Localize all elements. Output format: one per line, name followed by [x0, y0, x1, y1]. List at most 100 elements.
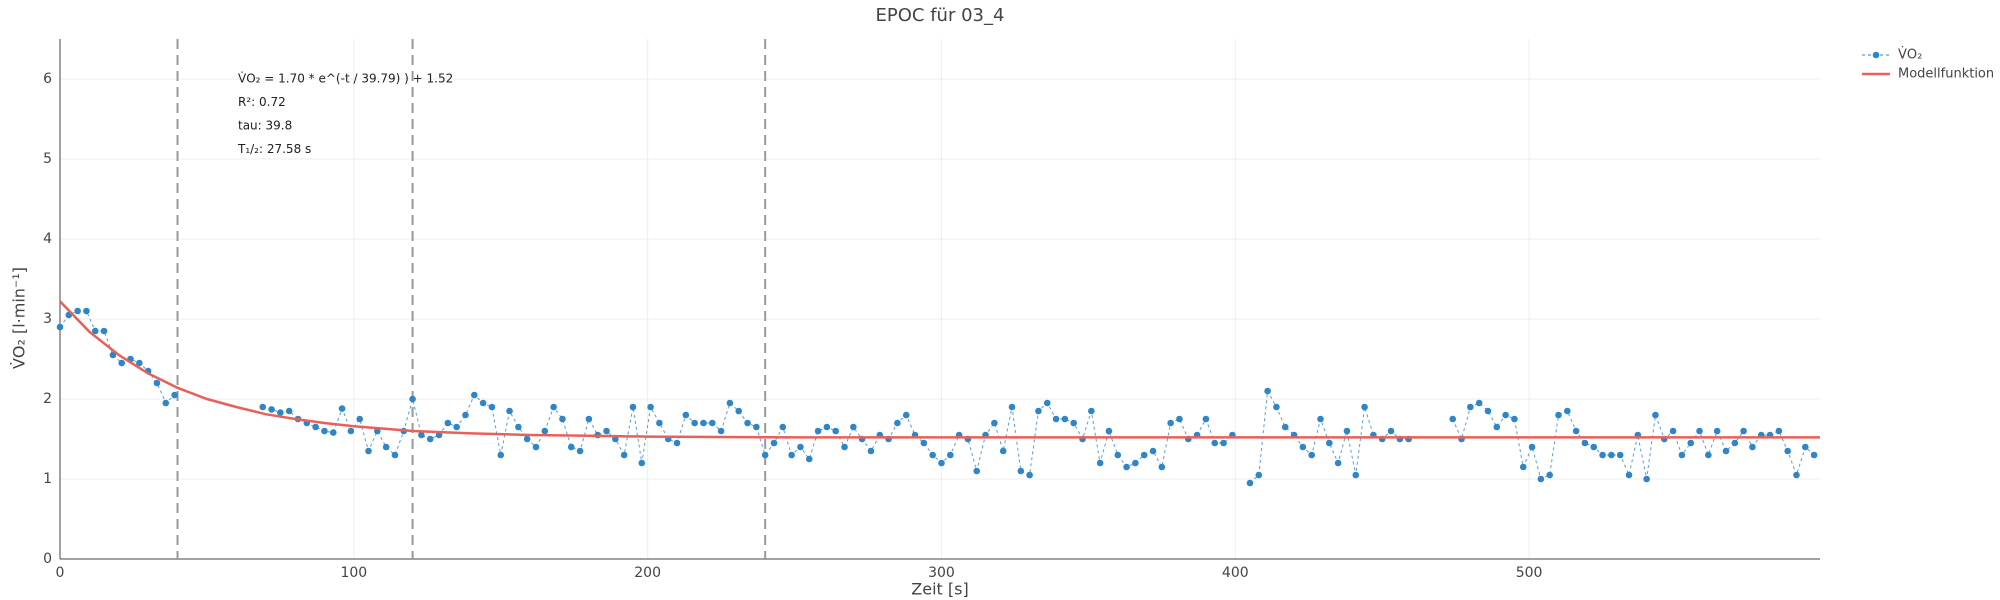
data-point: [1511, 415, 1518, 423]
data-point: [1361, 403, 1368, 411]
data-point: [1590, 443, 1598, 451]
data-point: [638, 459, 646, 467]
data-point: [682, 411, 690, 419]
data-point: [991, 419, 998, 427]
data-point: [444, 419, 452, 427]
data-point: [1211, 439, 1219, 447]
data-point: [717, 427, 725, 435]
data-point: [1696, 427, 1703, 435]
data-point: [1793, 471, 1800, 479]
data-point: [620, 451, 628, 459]
data-point: [1564, 407, 1571, 415]
legend-label: Modellfunktion: [1898, 67, 1994, 82]
data-point: [83, 307, 90, 315]
data-point: [1114, 451, 1122, 459]
data-point: [532, 443, 540, 451]
y-tick-label: 6: [43, 71, 52, 87]
data-point: [1652, 411, 1659, 419]
annotation: T₁/₂: 27.58 s: [237, 142, 311, 156]
data-point: [805, 455, 813, 463]
data-point: [1017, 467, 1025, 475]
data-point: [894, 419, 901, 427]
x-tick-label: 100: [340, 565, 367, 581]
data-point: [1123, 463, 1130, 471]
y-tick-label: 5: [43, 151, 52, 167]
data-point: [999, 447, 1007, 455]
data-point: [1326, 439, 1333, 447]
data-point: [753, 423, 760, 431]
data-point: [1035, 407, 1042, 415]
data-point: [647, 403, 654, 411]
data-point: [470, 391, 478, 399]
data-point: [1264, 387, 1271, 395]
data-point: [1687, 439, 1695, 447]
data-point: [1740, 427, 1747, 435]
data-point: [1308, 451, 1315, 459]
data-point: [1475, 399, 1483, 407]
data-point: [1167, 419, 1174, 427]
data-point: [1299, 443, 1307, 451]
data-point: [329, 429, 337, 436]
data-point: [162, 399, 170, 407]
data-point: [391, 451, 399, 459]
data-point: [1810, 451, 1818, 459]
data-point: [1519, 463, 1527, 471]
data-point: [902, 411, 910, 419]
data-point: [382, 443, 390, 451]
x-tick-label: 200: [634, 565, 661, 581]
data-point: [938, 459, 945, 467]
data-point: [488, 403, 496, 411]
data-point: [1572, 427, 1580, 435]
data-point: [515, 423, 522, 431]
y-tick-label: 1: [43, 471, 52, 487]
data-point: [109, 351, 117, 359]
data-point: [867, 447, 875, 455]
data-point: [1705, 451, 1712, 459]
data-point: [56, 323, 64, 331]
data-point: [920, 439, 928, 447]
data-point: [1281, 423, 1289, 431]
x-tick-label: 300: [928, 565, 955, 581]
data-point: [761, 451, 769, 459]
data-point: [735, 407, 743, 415]
data-point: [118, 359, 126, 367]
data-point: [91, 327, 99, 335]
data-point: [1052, 415, 1060, 423]
annotation: tau: 39.8: [238, 119, 292, 133]
y-tick-label: 4: [43, 231, 52, 247]
data-point: [797, 443, 804, 451]
data-point: [153, 379, 161, 387]
data-point: [321, 427, 328, 435]
data-point: [1387, 427, 1395, 435]
data-point: [656, 419, 663, 427]
data-point: [1140, 451, 1148, 459]
data-point: [550, 403, 557, 411]
data-point: [1784, 447, 1791, 455]
data-point: [1502, 411, 1509, 419]
data-point: [788, 451, 795, 459]
data-point: [1722, 447, 1730, 455]
data-point: [779, 423, 787, 431]
data-point: [100, 327, 108, 335]
data-point: [726, 399, 734, 407]
data-point: [832, 427, 839, 435]
data-point: [841, 443, 848, 451]
data-point: [1643, 475, 1650, 483]
data-point: [312, 423, 319, 431]
data-point: [1731, 439, 1739, 447]
data-point: [1599, 451, 1606, 459]
data-point: [1273, 403, 1280, 411]
data-point: [1669, 427, 1677, 435]
data-point: [259, 403, 267, 411]
data-point: [1088, 407, 1095, 415]
data-point: [365, 447, 372, 455]
data-point: [1484, 407, 1492, 415]
data-point: [1008, 403, 1016, 411]
data-point: [744, 419, 751, 427]
data-point: [814, 427, 822, 435]
data-point: [1775, 427, 1783, 435]
data-point: [1202, 415, 1210, 423]
y-tick-label: 2: [43, 391, 52, 407]
